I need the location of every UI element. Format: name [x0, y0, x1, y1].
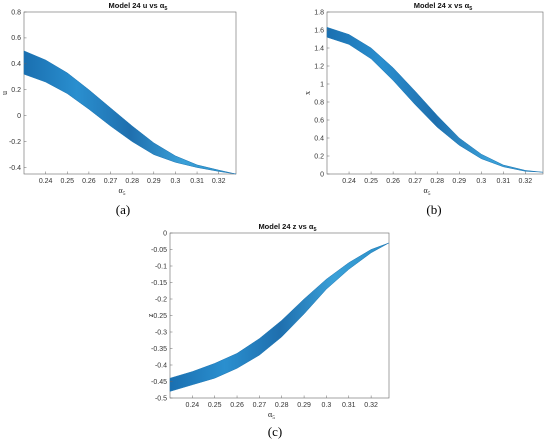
x-axis-label: α5 [119, 186, 126, 197]
x-tick-label: 0.24 [39, 178, 53, 185]
y-tick-label: 1.6 [314, 27, 324, 34]
x-tick-label: 0.31 [342, 402, 356, 409]
chart-title: Model 24 z vs α5 [258, 222, 316, 233]
y-tick-label: 0.2 [11, 87, 21, 94]
axes-frame [326, 11, 544, 175]
data-band [23, 50, 237, 175]
y-tick-label: -0.5 [155, 395, 167, 402]
x-tick-label: 0.29 [452, 178, 466, 185]
x-tick-label: 0.27 [104, 178, 118, 185]
x-tick-label: 0.31 [190, 178, 204, 185]
y-tick-label: 0 [17, 113, 21, 120]
chart-panel-3: 0.24 0.25 0.26 0.27 0.28 0.29 0.3 0.31 0.32 -0.5 -… [146, 222, 390, 439]
y-tick-label: 0.4 [314, 135, 324, 142]
x-tick-label: 0.32 [364, 402, 378, 409]
x-tick-label: 0.27 [253, 402, 267, 409]
x-tick-label: 0.29 [147, 178, 161, 185]
x-tick-label: 0.24 [186, 402, 200, 409]
y-tick-label: -0.35 [151, 346, 167, 353]
y-axis-label: z [146, 313, 155, 317]
y-tick-label: -0.2 [155, 296, 167, 303]
y-axis-label: x [303, 91, 312, 95]
x-tick-label: 0.25 [364, 178, 378, 185]
y-tick-label: -0.45 [151, 379, 167, 386]
x-axis-label: α5 [424, 186, 431, 197]
x-tick-label: 0.26 [82, 178, 96, 185]
y-tick-label: 0.6 [314, 117, 324, 124]
y-tick-label: -0.15 [151, 280, 167, 287]
y-tick-label: -0.4 [155, 362, 167, 369]
y-tick-label: 0.2 [314, 153, 324, 160]
x-tick-label: 0.31 [497, 178, 511, 185]
panel-label: (a) [116, 202, 130, 217]
y-tick-label: -0.3 [155, 329, 167, 336]
y-tick-label: -0.2 [9, 139, 21, 146]
y-tick-label: 0.6 [11, 35, 21, 42]
y-tick-label: 1 [320, 81, 324, 88]
y-tick-label: 0 [163, 230, 167, 237]
chart-title: Model 24 x vs α5 [414, 1, 473, 12]
data-band [169, 242, 390, 392]
x-tick-label: 0.26 [386, 178, 400, 185]
chart-panel-2: 0.24 0.25 0.26 0.27 0.28 0.29 0.3 0.31 0.32 0 0.2 0… [303, 1, 544, 217]
y-tick-label: -0.4 [9, 165, 21, 172]
y-tick-label: -0.1 [155, 263, 167, 270]
axes-frame [23, 11, 237, 175]
x-tick-label: 0.26 [230, 402, 244, 409]
y-tick-label: 1.4 [314, 45, 324, 52]
panel-label: (b) [426, 202, 441, 217]
x-tick-label: 0.25 [208, 402, 222, 409]
y-tick-label: 0.4 [11, 61, 21, 68]
x-tick-label: 0.25 [60, 178, 74, 185]
x-tick-label: 0.27 [408, 178, 422, 185]
x-tick-label: 0.24 [342, 178, 356, 185]
x-tick-label: 0.29 [297, 402, 311, 409]
y-tick-label: -0.05 [151, 247, 167, 254]
panel-label: (c) [268, 424, 282, 439]
x-tick-label: 0.3 [476, 178, 486, 185]
x-tick-label: 0.3 [322, 402, 332, 409]
y-tick-label: 0.8 [314, 99, 324, 106]
data-band [326, 26, 544, 173]
x-tick-label: 0.28 [430, 178, 444, 185]
x-tick-label: 0.28 [125, 178, 139, 185]
x-tick-label: 0.3 [171, 178, 181, 185]
x-tick-label: 0.28 [275, 402, 289, 409]
y-tick-label: 1.2 [314, 63, 324, 70]
x-tick-label: 0.32 [519, 178, 533, 185]
chart-title: Model 24 u vs α5 [109, 1, 168, 12]
y-tick-label: -0.25 [151, 313, 167, 320]
x-tick-label: 0.32 [212, 178, 226, 185]
y-tick-label: 0 [320, 171, 324, 178]
chart-panel-1: 0.24 0.25 0.26 0.27 0.28 0.29 0.3 0.31 0.32 -0.4 -… [0, 1, 237, 217]
y-tick-label: 0.8 [11, 9, 21, 16]
y-tick-label: 1.8 [314, 9, 324, 16]
x-axis-label: α5 [268, 410, 275, 421]
y-axis-label: u [0, 91, 9, 95]
